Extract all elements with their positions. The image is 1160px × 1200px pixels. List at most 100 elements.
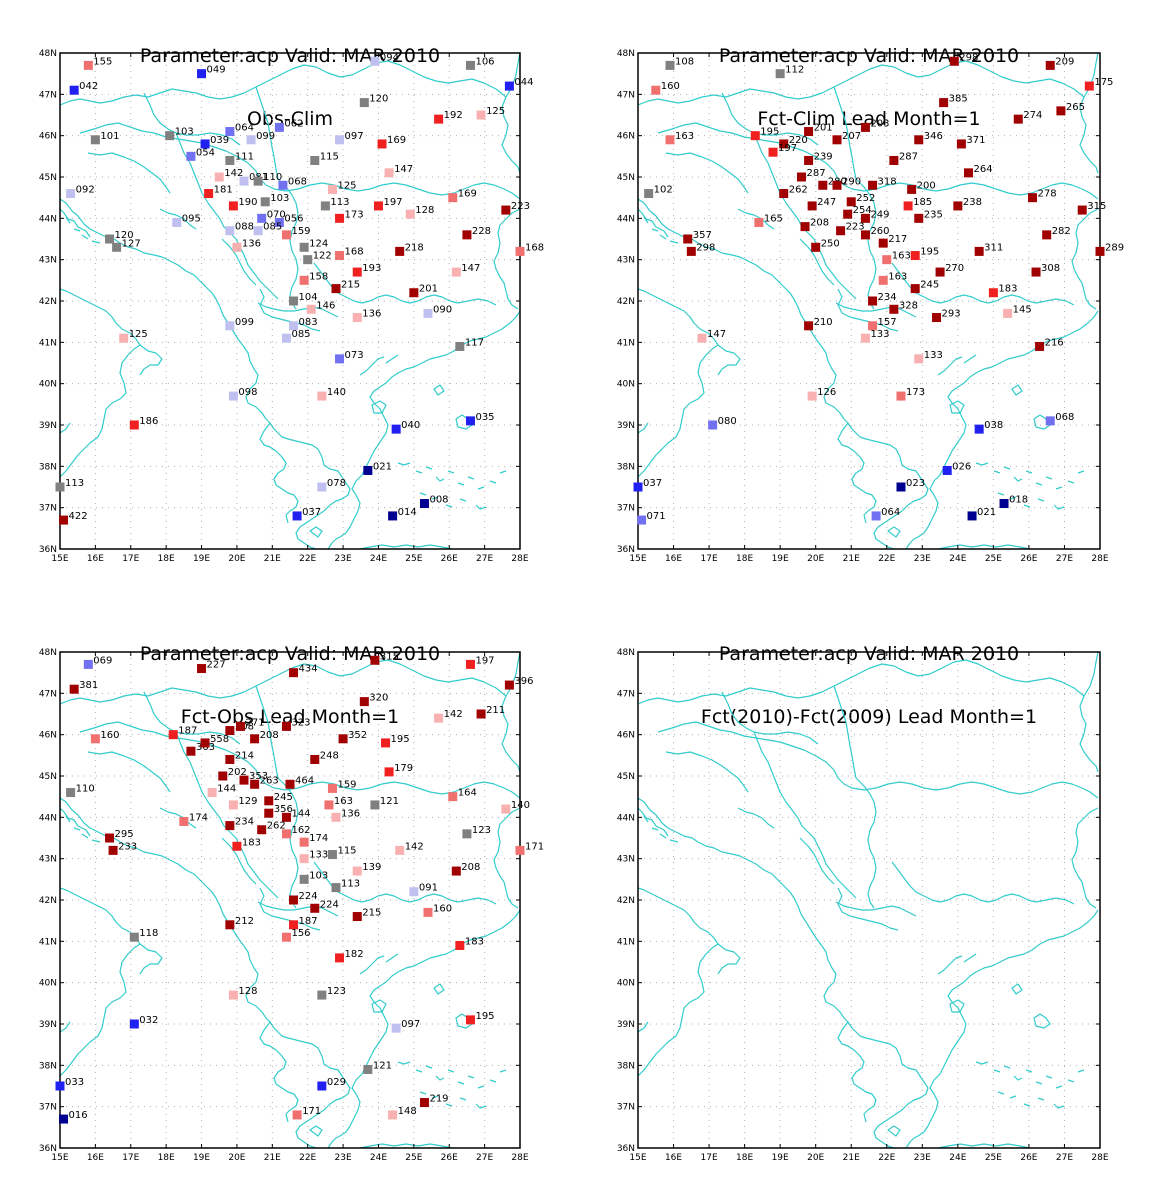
y-tick-label: 39N — [39, 1020, 57, 1030]
station: 208 — [800, 218, 829, 232]
station-marker — [225, 155, 235, 165]
y-tick-label: 48N — [617, 49, 635, 59]
station-value-label: 202 — [228, 767, 247, 778]
y-tick-label: 40N — [39, 380, 57, 390]
station: 146 — [306, 300, 335, 314]
station: 088 — [225, 222, 254, 236]
station-value-label: 207 — [842, 131, 861, 142]
panel-1-title-line1: Parameter:acp Valid: MAR 2010 — [139, 45, 441, 67]
station-value-label: 121 — [373, 1060, 392, 1071]
station-value-label: 118 — [139, 928, 158, 939]
station-marker — [419, 499, 429, 509]
station: 163 — [882, 251, 911, 265]
station: 233 — [108, 841, 137, 855]
station: 080 — [708, 416, 737, 430]
station-marker — [419, 1098, 429, 1108]
station-value-label: 247 — [817, 197, 836, 208]
station: 139 — [352, 862, 381, 876]
coastline-outline — [638, 652, 1099, 1148]
station-marker — [832, 135, 842, 145]
station: 223 — [836, 222, 865, 236]
station-value-label: 163 — [888, 271, 907, 282]
station-value-label: 274 — [1023, 110, 1042, 121]
station-marker — [299, 242, 309, 252]
station-marker — [218, 771, 228, 781]
station-marker — [1035, 341, 1045, 351]
station-value-label: 182 — [345, 949, 364, 960]
station-marker — [903, 201, 913, 211]
station-marker — [504, 81, 514, 91]
station: 190 — [228, 197, 257, 211]
y-tick-label: 37N — [39, 1103, 57, 1113]
station-marker — [352, 267, 362, 277]
station-marker — [83, 60, 93, 70]
y-tick-label: 43N — [39, 855, 57, 865]
station-marker — [914, 135, 924, 145]
x-tick-label: 16E — [665, 554, 682, 564]
station: 169 — [448, 189, 477, 203]
station-value-label: 217 — [888, 234, 907, 245]
y-tick-label: 39N — [617, 421, 635, 431]
station-marker — [515, 845, 525, 855]
station-value-label: 069 — [93, 655, 112, 666]
station-value-label: 318 — [878, 176, 897, 187]
station-marker — [250, 779, 260, 789]
station-marker — [250, 734, 260, 744]
station-marker — [66, 189, 76, 199]
station: 117 — [455, 337, 484, 351]
station-marker — [878, 275, 888, 285]
station-marker — [384, 767, 394, 777]
station-value-label: 346 — [924, 131, 943, 142]
station-marker — [1084, 81, 1094, 91]
station-value-label: 287 — [806, 168, 825, 179]
station-value-label: 315 — [380, 651, 399, 662]
station: 169 — [377, 135, 406, 149]
station: 122 — [303, 251, 332, 265]
y-tick-label: 40N — [617, 979, 635, 989]
station-marker — [871, 511, 881, 521]
station-value-label: 328 — [899, 300, 918, 311]
station-marker — [1003, 308, 1013, 318]
station: 158 — [299, 271, 328, 285]
station: 262 — [779, 185, 808, 199]
x-tick-label: 19E — [193, 1153, 210, 1163]
station-marker — [448, 792, 458, 802]
station-value-label: 097 — [401, 1019, 420, 1030]
station-value-label: 186 — [139, 416, 158, 427]
station-marker — [129, 420, 139, 430]
station: 142 — [214, 168, 243, 182]
x-tick-label: 15E — [629, 554, 646, 564]
station-value-label: 175 — [1094, 77, 1113, 88]
station: 163 — [324, 796, 353, 810]
station-value-label: 187 — [178, 726, 197, 737]
station-marker — [974, 424, 984, 434]
y-tick-label: 38N — [617, 462, 635, 472]
station: 252 — [846, 193, 875, 207]
station-marker — [405, 209, 415, 219]
station-value-label: 125 — [337, 180, 356, 191]
station: 144 — [281, 808, 311, 822]
y-tick-label: 37N — [617, 1103, 635, 1113]
station: 044 — [504, 77, 533, 91]
station: 201 — [804, 123, 833, 137]
x-tick-label: 22E — [299, 1153, 316, 1163]
station-value-label: 282 — [1052, 226, 1071, 237]
station: 039 — [200, 135, 229, 149]
x-tick-label: 15E — [51, 554, 68, 564]
station-value-label: 201 — [419, 284, 438, 295]
station-value-label: 049 — [207, 65, 226, 76]
station-marker — [860, 333, 870, 343]
station: 115 — [327, 846, 357, 860]
station-marker — [172, 217, 182, 227]
station-value-label: 110 — [263, 172, 282, 183]
station: 160 — [651, 81, 680, 95]
panel-3-title: Parameter:acp Valid: MAR 2010 Fct-Obs Le… — [60, 602, 520, 749]
panel-4-title-line2: Fct(2010)-Fct(2009) Lead Month=1 — [700, 706, 1038, 728]
station-value-label: 165 — [764, 213, 783, 224]
station-value-label: 064 — [881, 507, 900, 518]
station: 218 — [395, 242, 424, 256]
station-marker — [363, 465, 373, 475]
station: 195 — [750, 127, 779, 141]
station: 008 — [419, 495, 449, 509]
station: 270 — [935, 263, 964, 277]
